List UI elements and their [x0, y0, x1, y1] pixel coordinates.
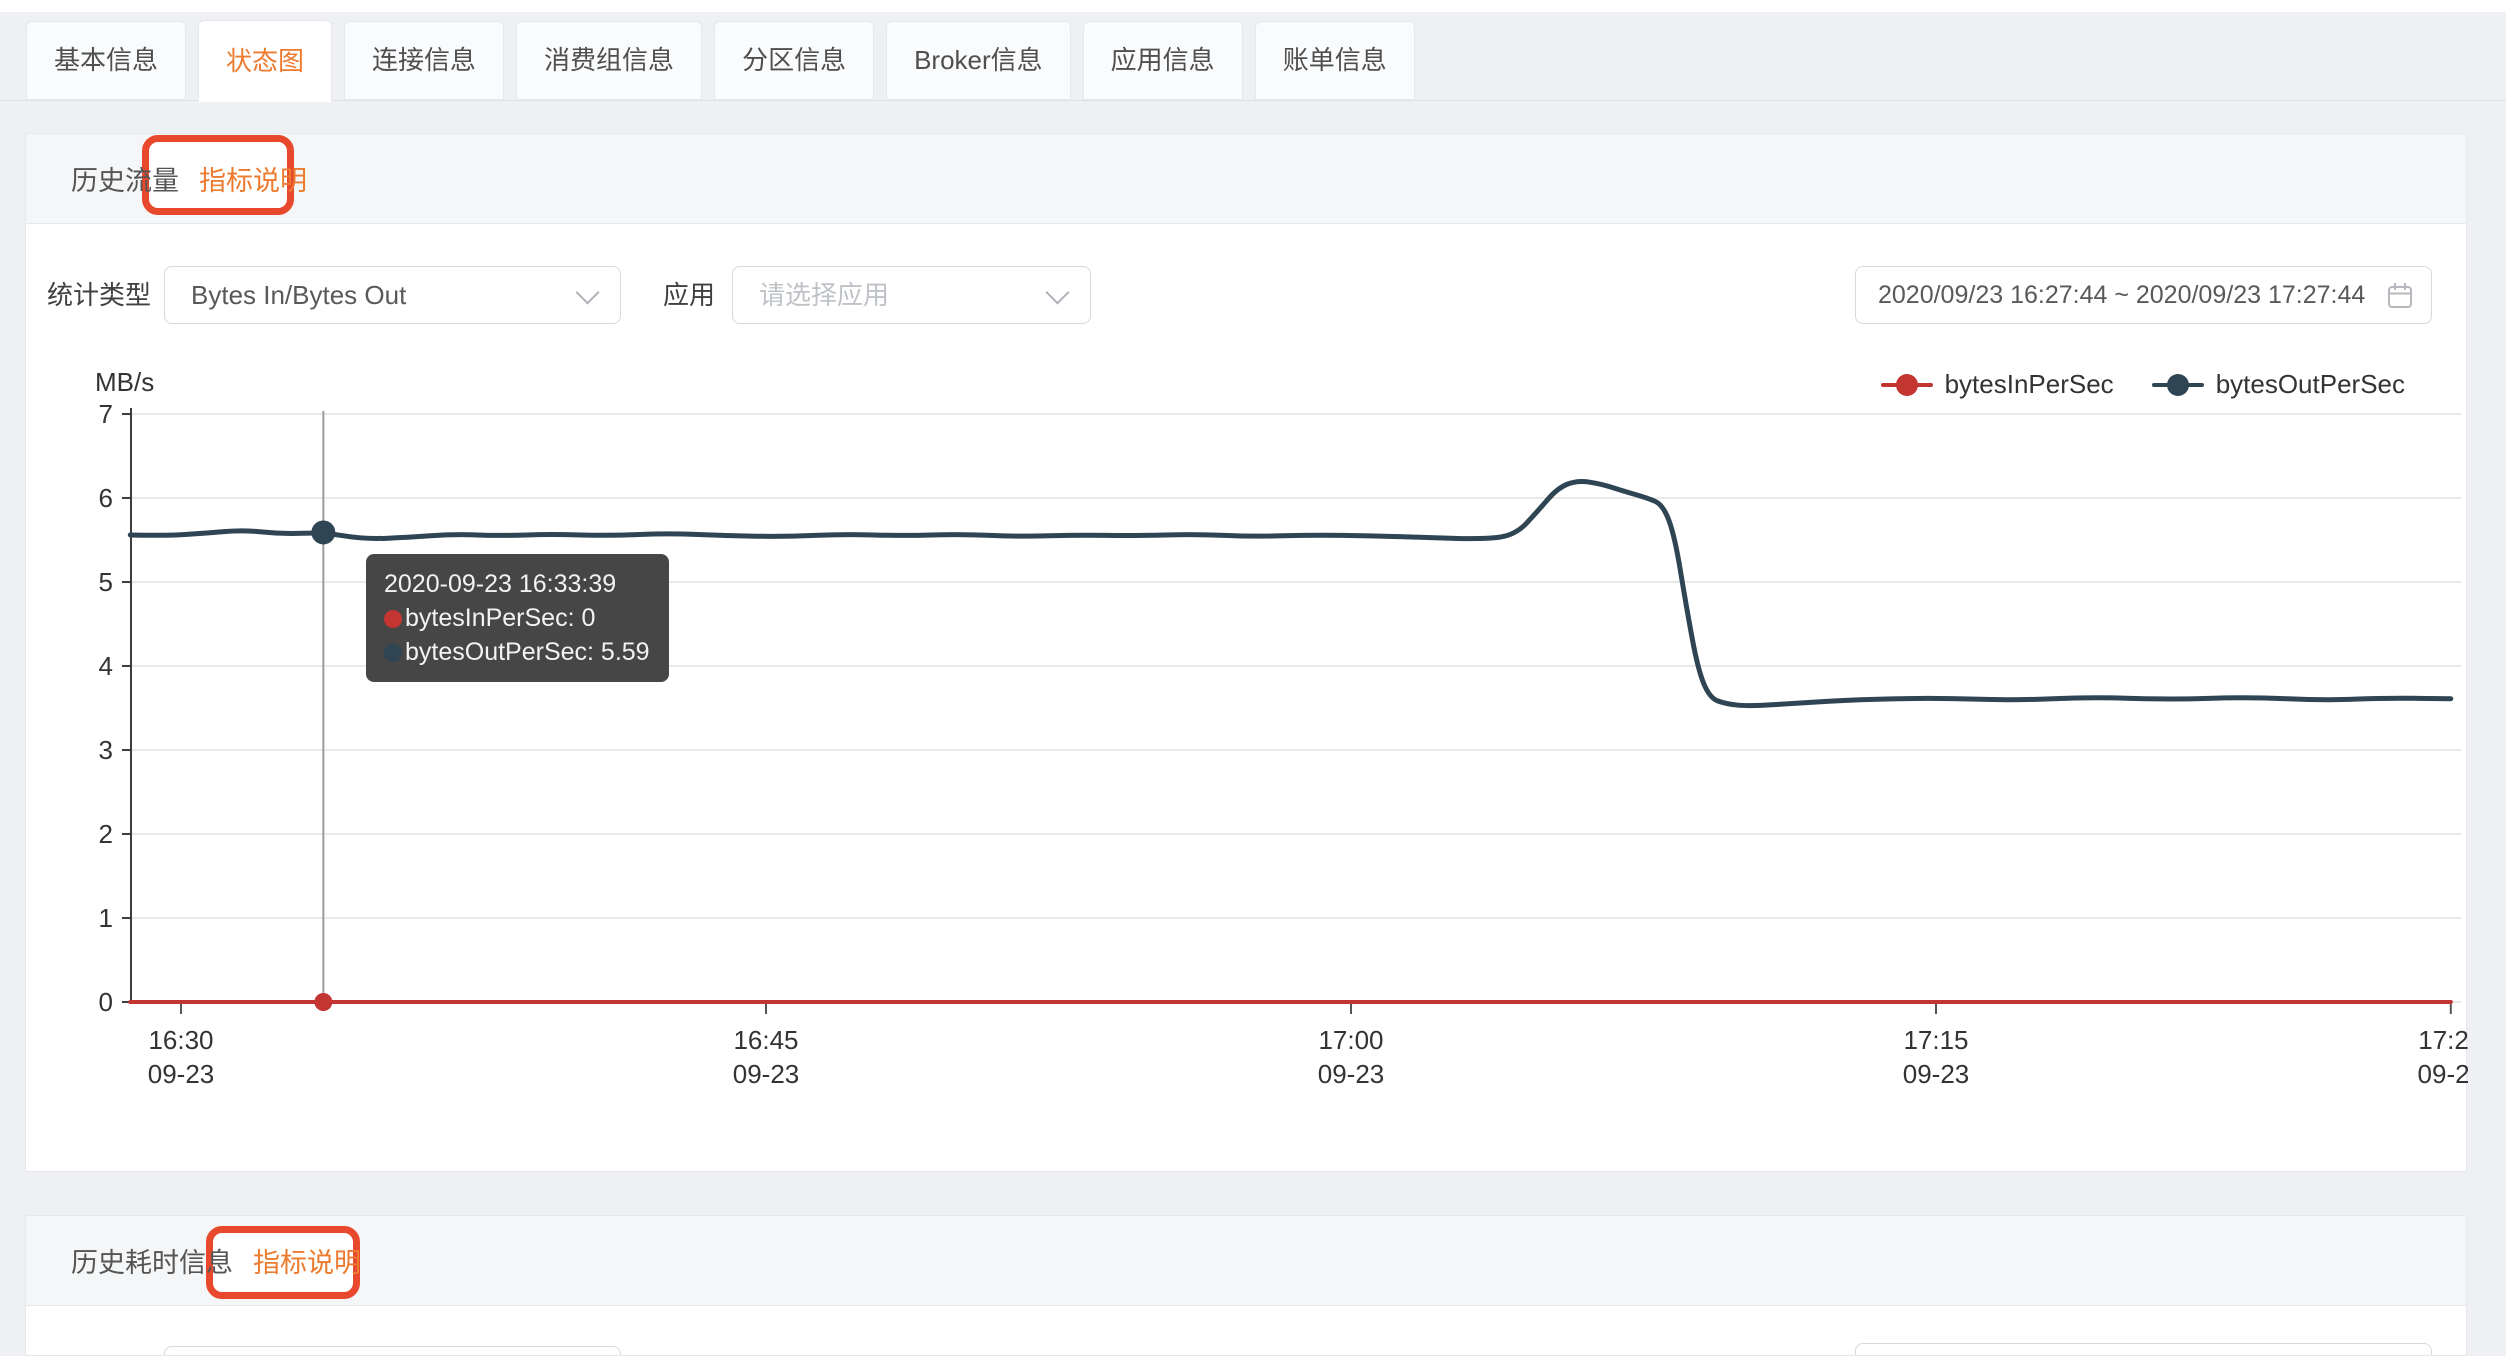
stat-type-label: 统计类型	[47, 280, 152, 310]
svg-text:0: 0	[99, 987, 113, 1017]
traffic-metric-link[interactable]: 指标说明	[199, 166, 307, 196]
tooltip-series-dot-icon	[384, 644, 402, 662]
latency-metric-link[interactable]: 指标说明	[253, 1248, 361, 1278]
metric-annotation-box-latency	[206, 1226, 360, 1299]
latency-section-title: 历史耗时信息	[71, 1248, 233, 1278]
date-range-text: 2020/09/23 16:27:44 ~ 2020/09/23 17:27:4…	[1878, 281, 2366, 309]
svg-text:6: 6	[99, 483, 113, 513]
latency-section: 历史耗时信息 指标说明	[25, 1215, 2467, 1356]
app-select-placeholder: 请选择应用	[759, 280, 890, 310]
svg-text:09-23: 09-23	[2418, 1059, 2468, 1089]
traffic-section-title: 历史流量	[71, 166, 179, 196]
tab-billing-info[interactable]: 账单信息	[1254, 21, 1415, 100]
tab-app-info[interactable]: 应用信息	[1082, 21, 1243, 100]
svg-text:16:45: 16:45	[733, 1025, 798, 1055]
date-range-picker[interactable]: 2020/09/23 16:27:44 ~ 2020/09/23 17:27:4…	[1855, 266, 2432, 324]
legend-marker-icon	[2151, 373, 2204, 396]
chart-tooltip: 2020-09-23 16:33:39 bytesInPerSec: 0 byte…	[366, 554, 669, 682]
metric-annotation-box-traffic	[142, 135, 294, 215]
latency-date-range-picker[interactable]	[1855, 1343, 2432, 1355]
svg-text:17:27: 17:27	[2418, 1025, 2468, 1055]
app-label: 应用	[663, 280, 716, 310]
tooltip-series-dot-icon	[384, 610, 402, 628]
svg-text:09-23: 09-23	[733, 1059, 800, 1089]
svg-text:2: 2	[99, 819, 113, 849]
tooltip-row: bytesOutPerSec: 5.59	[384, 635, 651, 669]
latency-stat-type-select[interactable]	[164, 1346, 621, 1355]
tooltip-timestamp: 2020-09-23 16:33:39	[384, 570, 617, 598]
calendar-icon	[2388, 283, 2412, 308]
tab-bar: 基本信息 状态图 连接信息 消费组信息 分区信息 Broker信息 应用信息 账单信息	[0, 12, 2506, 102]
svg-text:4: 4	[99, 651, 113, 681]
svg-text:17:00: 17:00	[1318, 1025, 1383, 1055]
svg-text:16:30: 16:30	[148, 1025, 213, 1055]
svg-text:09-23: 09-23	[1318, 1059, 1385, 1089]
tab-basic-info[interactable]: 基本信息	[26, 21, 187, 100]
legend-label: bytesOutPerSec	[2215, 369, 2405, 399]
svg-text:MB/s: MB/s	[95, 367, 154, 397]
legend-item-bytesOutPerSec[interactable]: bytesOutPerSec	[2151, 369, 2405, 400]
stat-type-value: Bytes In/Bytes Out	[191, 280, 407, 310]
tooltip-row: bytesInPerSec: 0	[384, 601, 651, 635]
legend-item-bytesInPerSec[interactable]: bytesInPerSec	[1880, 369, 2114, 400]
tab-broker-info[interactable]: Broker信息	[886, 21, 1071, 100]
app-select[interactable]: 请选择应用	[732, 266, 1091, 324]
tab-consumer-group-info[interactable]: 消费组信息	[516, 21, 703, 100]
tab-status-chart[interactable]: 状态图	[198, 20, 333, 102]
svg-text:7: 7	[99, 399, 113, 429]
svg-text:1: 1	[99, 903, 113, 933]
stat-type-select[interactable]: Bytes In/Bytes Out	[164, 266, 621, 324]
tab-partition-info[interactable]: 分区信息	[714, 21, 875, 100]
traffic-section-header: 历史流量 指标说明	[26, 134, 2466, 224]
svg-text:3: 3	[99, 735, 113, 765]
svg-text:09-23: 09-23	[1903, 1059, 1970, 1089]
chart-legend: bytesInPerSec bytesOutPerSec	[1880, 369, 2405, 400]
svg-text:09-23: 09-23	[148, 1059, 215, 1089]
legend-label: bytesInPerSec	[1944, 369, 2114, 399]
svg-text:5: 5	[99, 567, 113, 597]
latency-section-header: 历史耗时信息 指标说明	[26, 1216, 2466, 1306]
traffic-section: 历史流量 指标说明 统计类型 Bytes In/Bytes Out 应用 请选择…	[25, 133, 2468, 1172]
legend-marker-icon	[1880, 373, 1933, 396]
svg-text:17:15: 17:15	[1903, 1025, 1968, 1055]
top-strip	[0, 0, 2506, 12]
tab-connection-info[interactable]: 连接信息	[344, 21, 505, 100]
